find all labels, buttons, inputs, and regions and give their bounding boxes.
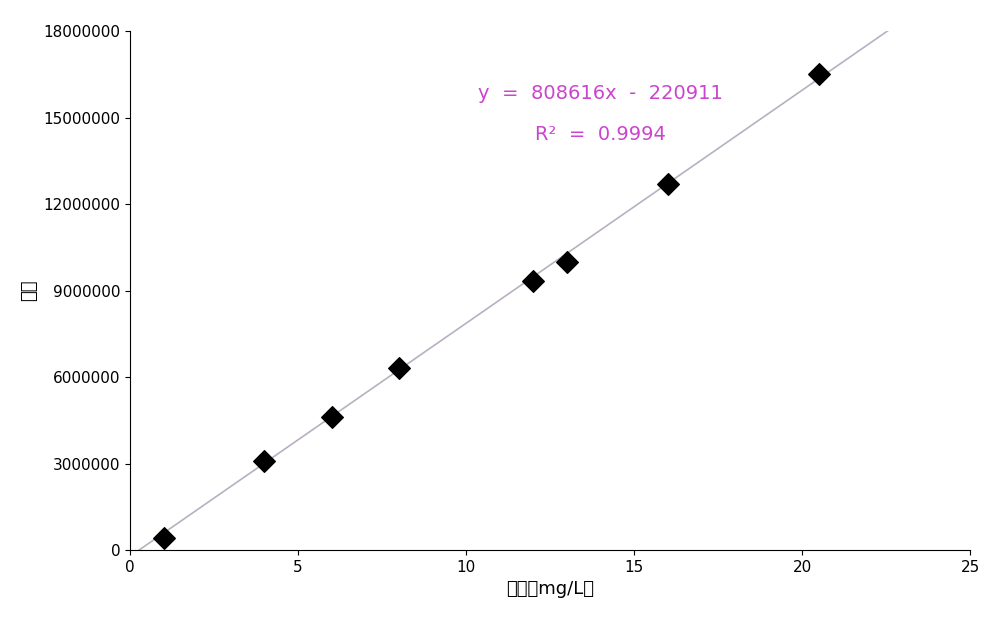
Point: [256, 456, 272, 466]
Point: [811, 69, 827, 79]
Text: R²  =  0.9994: R² = 0.9994: [535, 126, 666, 144]
Point: [391, 363, 407, 373]
Text: y  =  808616x  -  220911: y = 808616x - 220911: [478, 84, 723, 103]
X-axis label: 浓度（mg/L）: 浓度（mg/L）: [506, 580, 594, 598]
Point: [156, 534, 172, 544]
Point: [660, 179, 676, 189]
Point: [525, 276, 541, 286]
Point: [324, 412, 340, 422]
Point: [559, 257, 575, 267]
Y-axis label: 强度: 强度: [20, 280, 38, 301]
